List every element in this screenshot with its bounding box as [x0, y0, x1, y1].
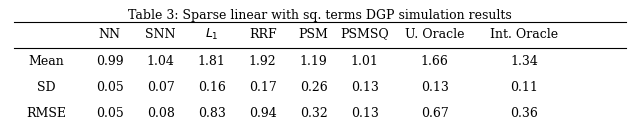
Text: 0.05: 0.05	[96, 107, 124, 120]
Text: 0.26: 0.26	[300, 81, 328, 94]
Text: SD: SD	[36, 81, 55, 94]
Text: RRF: RRF	[249, 27, 276, 41]
Text: $L_1$: $L_1$	[205, 26, 218, 42]
Text: 1.81: 1.81	[198, 56, 226, 68]
Text: 0.13: 0.13	[351, 81, 378, 94]
Text: 0.32: 0.32	[300, 107, 328, 120]
Text: 1.34: 1.34	[510, 56, 538, 68]
Text: 0.13: 0.13	[420, 81, 449, 94]
Text: 1.19: 1.19	[300, 56, 328, 68]
Text: PSMSQ: PSMSQ	[340, 27, 389, 41]
Text: 0.16: 0.16	[198, 81, 226, 94]
Text: 0.11: 0.11	[510, 81, 538, 94]
Text: 0.17: 0.17	[249, 81, 276, 94]
Text: SNN: SNN	[145, 27, 176, 41]
Text: 1.92: 1.92	[249, 56, 276, 68]
Text: 1.04: 1.04	[147, 56, 175, 68]
Text: Mean: Mean	[28, 56, 64, 68]
Text: 0.94: 0.94	[249, 107, 276, 120]
Text: 0.08: 0.08	[147, 107, 175, 120]
Text: 0.99: 0.99	[96, 56, 124, 68]
Text: 0.36: 0.36	[510, 107, 538, 120]
Text: 0.83: 0.83	[198, 107, 226, 120]
Text: 0.05: 0.05	[96, 81, 124, 94]
Text: U. Oracle: U. Oracle	[405, 27, 465, 41]
Text: Int. Oracle: Int. Oracle	[490, 27, 558, 41]
Text: 0.67: 0.67	[421, 107, 449, 120]
Text: NN: NN	[99, 27, 121, 41]
Text: Table 3: Sparse linear with sq. terms DGP simulation results: Table 3: Sparse linear with sq. terms DG…	[128, 9, 512, 22]
Text: 1.01: 1.01	[351, 56, 378, 68]
Text: 0.07: 0.07	[147, 81, 175, 94]
Text: 1.66: 1.66	[420, 56, 449, 68]
Text: PSM: PSM	[299, 27, 328, 41]
Text: 0.13: 0.13	[351, 107, 378, 120]
Text: RMSE: RMSE	[26, 107, 66, 120]
